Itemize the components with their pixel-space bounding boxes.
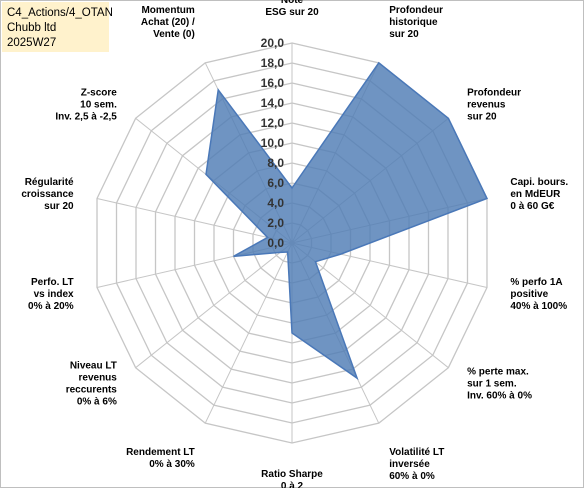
radial-tick-labels: 0,0 2,0 4,0 6,0 8,0 10,0 12,0 14,0 16,0 18,0 20,0 (261, 36, 285, 250)
axis-line-8 (204, 242, 293, 424)
axis-label-6: Volatilité LT inversée 60% à 0% (389, 447, 444, 482)
tick-label: 4,0 (267, 196, 284, 210)
company-name: Chubb ltd (7, 22, 57, 34)
tick-label: 8,0 (267, 156, 284, 170)
tick-label: 18,0 (261, 56, 285, 70)
axis-label-0: Note ESG sur 20 (265, 0, 319, 18)
axis-labels: Note ESG sur 20 Profondeur historique sur 20… (21, 0, 568, 488)
tick-label: 6,0 (267, 176, 284, 190)
chart-info-box: C4_Actions/4_OTAN Chubb ltd 2025W27 (2, 2, 113, 52)
week-label: 2025W27 (7, 37, 57, 49)
axis-label-7: Ratio Sharpe 0 à 2 (261, 469, 323, 488)
tick-label: 16,0 (261, 76, 285, 90)
axis-label-13: Momentum Achat (20) / Vente (0) (141, 5, 195, 40)
axis-label-12: Z-score 10 sem. Inv. 2,5 à -2,5 (55, 87, 117, 122)
axis-label-1: Profondeur historique sur 20 (389, 5, 443, 40)
radar-series (205, 61, 489, 381)
axis-label-11: Régularité croissance sur 20 (21, 177, 74, 212)
tick-label: 14,0 (261, 96, 285, 110)
axis-label-3: Capi. bours. en MdEUR 0 à 60 G€ (510, 177, 568, 212)
axis-label-8: Rendement LT 0% à 30% (126, 447, 195, 470)
tick-label: 2,0 (267, 216, 284, 230)
tick-label: 12,0 (261, 116, 285, 130)
portfolio-name: C4_Actions/4_OTAN (7, 7, 113, 19)
axis-line-9 (135, 242, 293, 369)
tick-label: 20,0 (261, 36, 285, 50)
axis-label-9: Niveau LT revenus reccurents 0% à 6% (66, 361, 118, 408)
axis-label-5: % perte max. sur 1 sem. Inv. 60% à 0% (467, 367, 532, 402)
tick-label: 10,0 (261, 136, 285, 150)
axis-line-11 (96, 198, 293, 244)
axis-label-10: Perfo. LT vs index 0% à 20% (28, 277, 74, 312)
tick-label: 0,0 (267, 236, 284, 250)
axis-line-5 (291, 242, 449, 369)
axis-label-2: Profondeur revenus sur 20 (467, 87, 521, 122)
axis-label-4: % perfo 1A positive 40% à 100% (510, 277, 567, 312)
